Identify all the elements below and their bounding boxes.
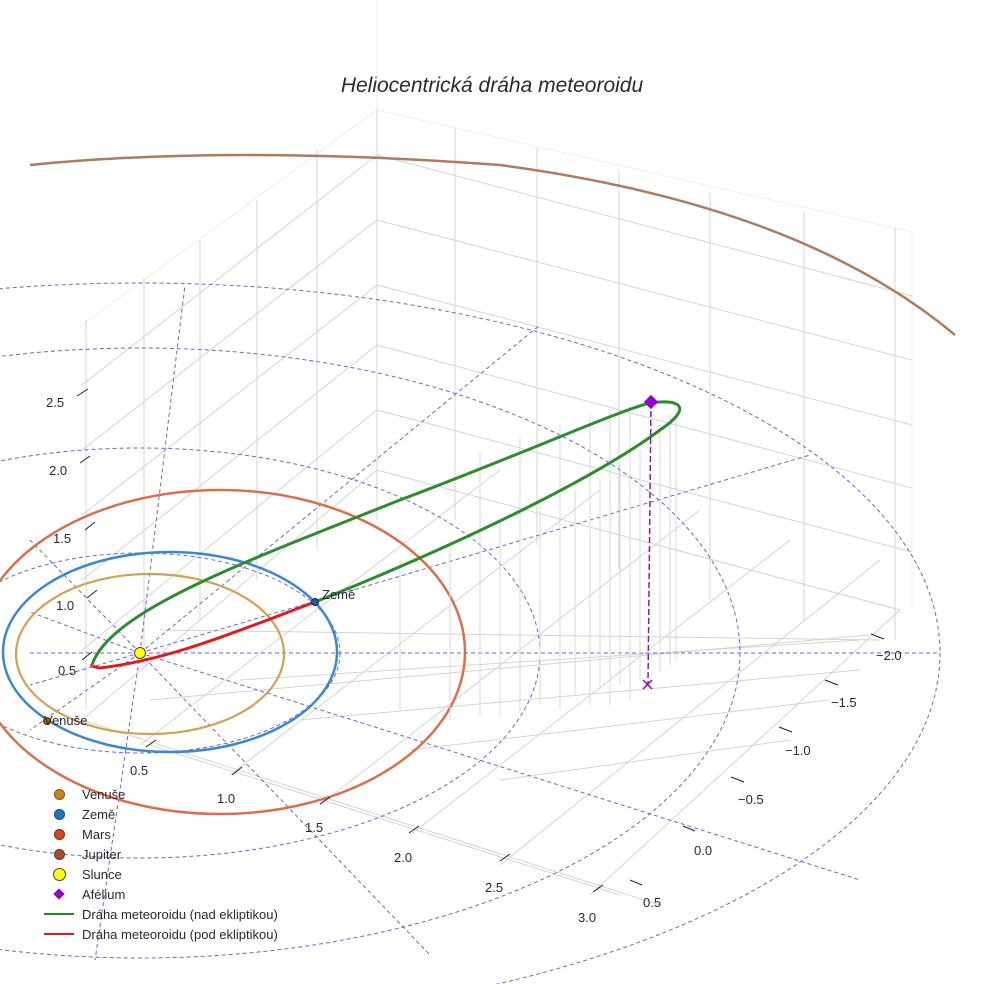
- y-tick-4: −1.5: [831, 695, 857, 710]
- aphelion-marker[interactable]: [643, 394, 659, 410]
- x-tick-3: 2.0: [394, 850, 412, 865]
- venus-legend-icon: [53, 788, 65, 800]
- z-tick-0: 0.5: [58, 663, 76, 678]
- legend-item-jupiter[interactable]: Jupiter: [36, 844, 278, 864]
- venus-marker[interactable]: [43, 717, 51, 725]
- sun-marker[interactable]: [134, 647, 146, 659]
- z-tick-2: 1.5: [53, 531, 71, 546]
- z-tick-1: 1.0: [56, 598, 74, 613]
- mars-orbit: [0, 488, 467, 816]
- drop-lines: [399, 405, 677, 720]
- meteoroid-orbit-above: [90, 400, 682, 666]
- meteoroid-orbit-below: [90, 600, 316, 670]
- y-tick-5: −2.0: [876, 648, 902, 663]
- legend-item-mars[interactable]: Mars: [36, 824, 278, 844]
- legend: Venuše Země Mars Jupiter Slunce Afélium …: [36, 784, 278, 944]
- x-tick-1: 1.0: [217, 791, 235, 806]
- legend-item-orbit-below[interactable]: Dráha meteoroidu (pod ekliptikou): [36, 924, 278, 944]
- green-line-legend-icon: [44, 913, 74, 915]
- venus-orbit: [14, 572, 286, 736]
- diamond-legend-icon: [53, 888, 65, 900]
- y-axis: [629, 633, 885, 886]
- chart-title: Heliocentrická dráha meteoroidu: [340, 74, 644, 97]
- legend-item-orbit-above[interactable]: Dráha meteoroidu (nad ekliptikou): [36, 904, 278, 924]
- legend-item-earth[interactable]: Země: [36, 804, 278, 824]
- sun-legend-icon: [52, 867, 66, 881]
- earth-orbit: [1, 550, 339, 754]
- mars-legend-icon: [53, 828, 65, 840]
- z-tick-4: 2.5: [46, 395, 64, 410]
- earth-label: Země: [322, 587, 355, 602]
- y-tick-2: −0.5: [738, 792, 764, 807]
- z-axis: [76, 388, 98, 661]
- z-tick-3: 2.0: [49, 463, 67, 478]
- y-tick-0: 0.5: [643, 895, 661, 910]
- y-tick-3: −1.0: [785, 743, 811, 758]
- earth-legend-icon: [53, 808, 65, 820]
- legend-item-venus[interactable]: Venuše: [36, 784, 278, 804]
- aphelion-projection: [647, 401, 652, 685]
- x-tick-4: 2.5: [485, 880, 503, 895]
- x-tick-0: 0.5: [130, 763, 148, 778]
- legend-item-aphelion[interactable]: Afélium: [36, 884, 278, 904]
- grid-walls: [81, 0, 913, 906]
- earth-marker[interactable]: [311, 598, 319, 606]
- legend-item-sun[interactable]: Slunce: [36, 864, 278, 884]
- x-tick-5: 3.0: [578, 910, 596, 925]
- x-tick-2: 1.5: [305, 820, 323, 835]
- jupiter-legend-icon: [53, 848, 65, 860]
- x-axis: [145, 739, 604, 893]
- aphelion-ground-marker: [642, 679, 653, 690]
- venus-label: Venuše: [44, 713, 87, 728]
- y-tick-1: 0.0: [694, 843, 712, 858]
- red-line-legend-icon: [44, 933, 74, 935]
- jupiter-orbit: [29, 153, 956, 336]
